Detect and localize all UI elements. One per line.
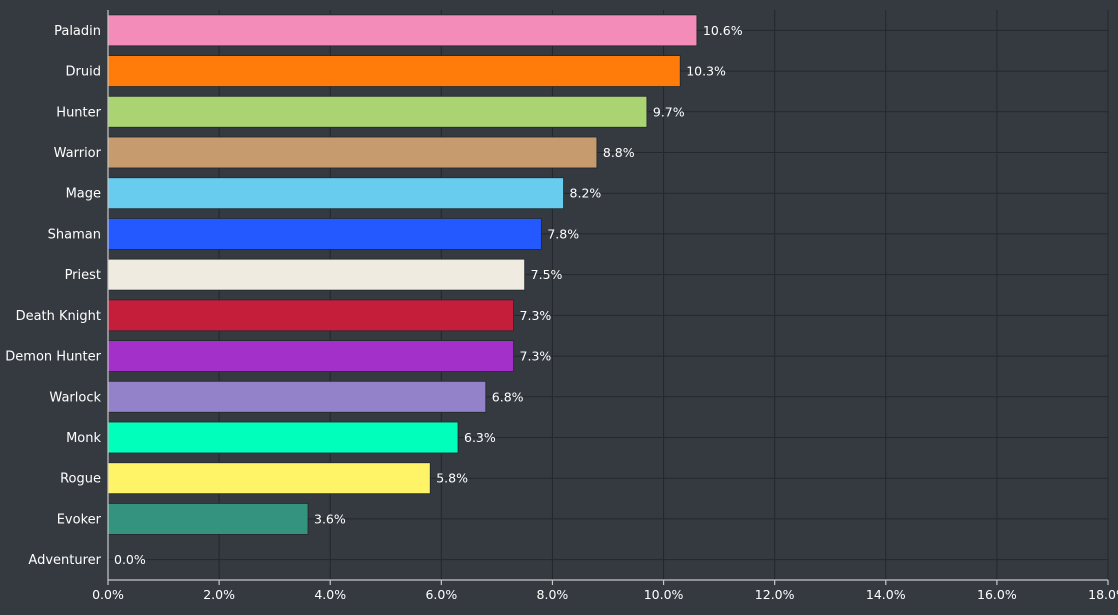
bar-warrior[interactable]	[107, 136, 598, 169]
x-tick-label-0: 0.0%	[92, 587, 124, 602]
category-label-monk: Monk	[66, 431, 101, 446]
category-label-evoker: Evoker	[57, 512, 102, 527]
value-label-evoker: 3.6%	[314, 511, 346, 526]
x-tick-label-5: 10.0%	[644, 587, 684, 602]
bar-evoker[interactable]	[107, 503, 309, 535]
value-label-mage: 8.2%	[570, 186, 602, 201]
bar-rogue[interactable]	[107, 462, 431, 495]
bar-warlock[interactable]	[107, 380, 487, 413]
grid-layer	[108, 10, 1109, 580]
axis-layer	[107, 10, 1109, 585]
category-label-paladin: Paladin	[54, 24, 101, 39]
bar-monk[interactable]	[107, 421, 459, 454]
bar-druid[interactable]	[107, 55, 681, 87]
bar-shaman[interactable]	[107, 218, 542, 250]
category-label-druid: Druid	[66, 65, 101, 80]
x-tick-label-1: 2.0%	[203, 587, 235, 602]
label-layer: Paladin 10.6% Druid 10.3% Hunter 9.7% Warrior 8…	[5, 23, 1118, 602]
x-tick-label-4: 8.0%	[537, 587, 569, 602]
bar-priest[interactable]	[107, 258, 526, 291]
category-label-adventurer: Adventurer	[28, 553, 101, 568]
category-label-death-knight: Death Knight	[16, 309, 101, 324]
value-label-priest: 7.5%	[531, 267, 563, 282]
value-label-death-knight: 7.3%	[520, 308, 552, 323]
bar-demon-hunter[interactable]	[107, 340, 514, 372]
x-tick-label-9: 18.0%	[1088, 587, 1118, 602]
x-tick-label-2: 4.0%	[314, 587, 346, 602]
category-label-demon-hunter: Demon Hunter	[5, 350, 101, 365]
category-label-warlock: Warlock	[49, 390, 101, 405]
category-label-hunter: Hunter	[56, 105, 101, 120]
value-label-monk: 6.3%	[464, 430, 496, 445]
category-label-shaman: Shaman	[48, 227, 101, 242]
value-label-adventurer: 0.0%	[114, 552, 146, 567]
bar-mage[interactable]	[107, 177, 564, 210]
category-label-priest: Priest	[65, 268, 101, 283]
category-label-warrior: Warrior	[54, 146, 102, 161]
x-tick-label-6: 12.0%	[755, 587, 795, 602]
value-label-warlock: 6.8%	[492, 389, 524, 404]
bar-hunter[interactable]	[107, 95, 648, 128]
value-label-warrior: 8.8%	[603, 145, 635, 160]
category-label-mage: Mage	[66, 187, 101, 202]
value-label-paladin: 10.6%	[703, 23, 743, 38]
value-label-rogue: 5.8%	[436, 471, 468, 486]
x-tick-label-3: 6.0%	[425, 587, 457, 602]
x-tick-label-7: 14.0%	[866, 587, 906, 602]
bar-paladin[interactable]	[107, 14, 698, 47]
value-label-demon-hunter: 7.3%	[520, 349, 552, 364]
category-label-rogue: Rogue	[60, 472, 101, 487]
value-label-hunter: 9.7%	[653, 104, 685, 119]
bar-death-knight[interactable]	[107, 299, 514, 332]
bar-layer	[107, 14, 698, 535]
value-label-druid: 10.3%	[686, 64, 726, 79]
value-label-shaman: 7.8%	[547, 226, 579, 241]
x-tick-label-8: 16.0%	[977, 587, 1017, 602]
